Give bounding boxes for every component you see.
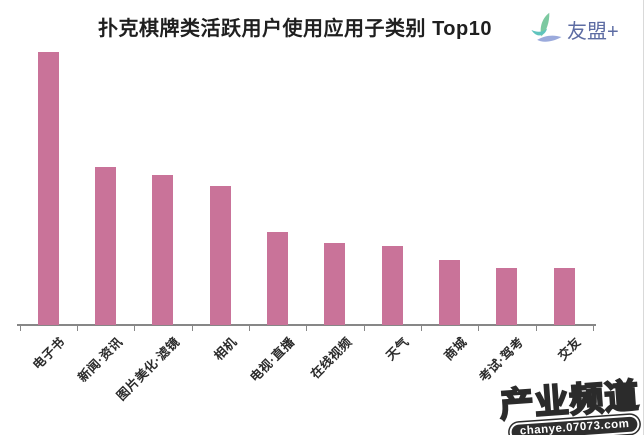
x-axis-label: 在线视频 xyxy=(307,334,355,382)
brand-name: 友盟+ xyxy=(567,20,619,43)
bar-新闻·资讯 xyxy=(95,166,117,325)
x-axis-label: 天气 xyxy=(383,334,412,364)
bar-电视·直播 xyxy=(267,232,289,325)
bar-在线视频 xyxy=(324,243,346,325)
umeng-leaf-icon xyxy=(527,12,563,46)
x-axis-label: 商城 xyxy=(441,334,470,364)
x-axis-label: 新闻·资讯 xyxy=(75,334,126,385)
x-axis-tick xyxy=(593,326,594,331)
x-axis-tick xyxy=(191,326,193,331)
x-axis-label: 交友 xyxy=(555,334,585,364)
bar-电子书 xyxy=(37,52,59,325)
x-axis-label: 电视·直播 xyxy=(247,334,298,385)
bar-图片美化·滤镜 xyxy=(152,175,174,325)
x-axis-label: 相机 xyxy=(211,334,240,364)
x-axis-tick xyxy=(248,326,250,331)
x-axis-tick xyxy=(363,326,365,331)
x-axis-tick xyxy=(478,326,480,331)
x-axis-tick xyxy=(19,326,21,331)
chart-title: 扑克棋牌类活跃用户使用应用子类别 Top10 xyxy=(98,18,492,40)
bar-商城 xyxy=(439,259,461,325)
x-axis-tick xyxy=(535,326,537,331)
bar-考试·驾考 xyxy=(496,267,518,325)
bar-相机 xyxy=(209,185,231,325)
x-axis-tick xyxy=(134,326,136,331)
watermark: 产业频道 chanye.07073.com xyxy=(497,376,642,435)
x-axis-label: 电子书 xyxy=(30,334,68,373)
x-axis-tick xyxy=(306,326,308,331)
brand-logo: 友盟+ xyxy=(527,12,619,46)
bar-天气 xyxy=(381,245,403,325)
x-axis-tick xyxy=(420,326,422,331)
bar-交友 xyxy=(553,267,575,325)
x-axis-line xyxy=(17,324,596,326)
x-axis-label: 考试·驾考 xyxy=(476,334,527,385)
x-axis-tick xyxy=(76,326,78,331)
